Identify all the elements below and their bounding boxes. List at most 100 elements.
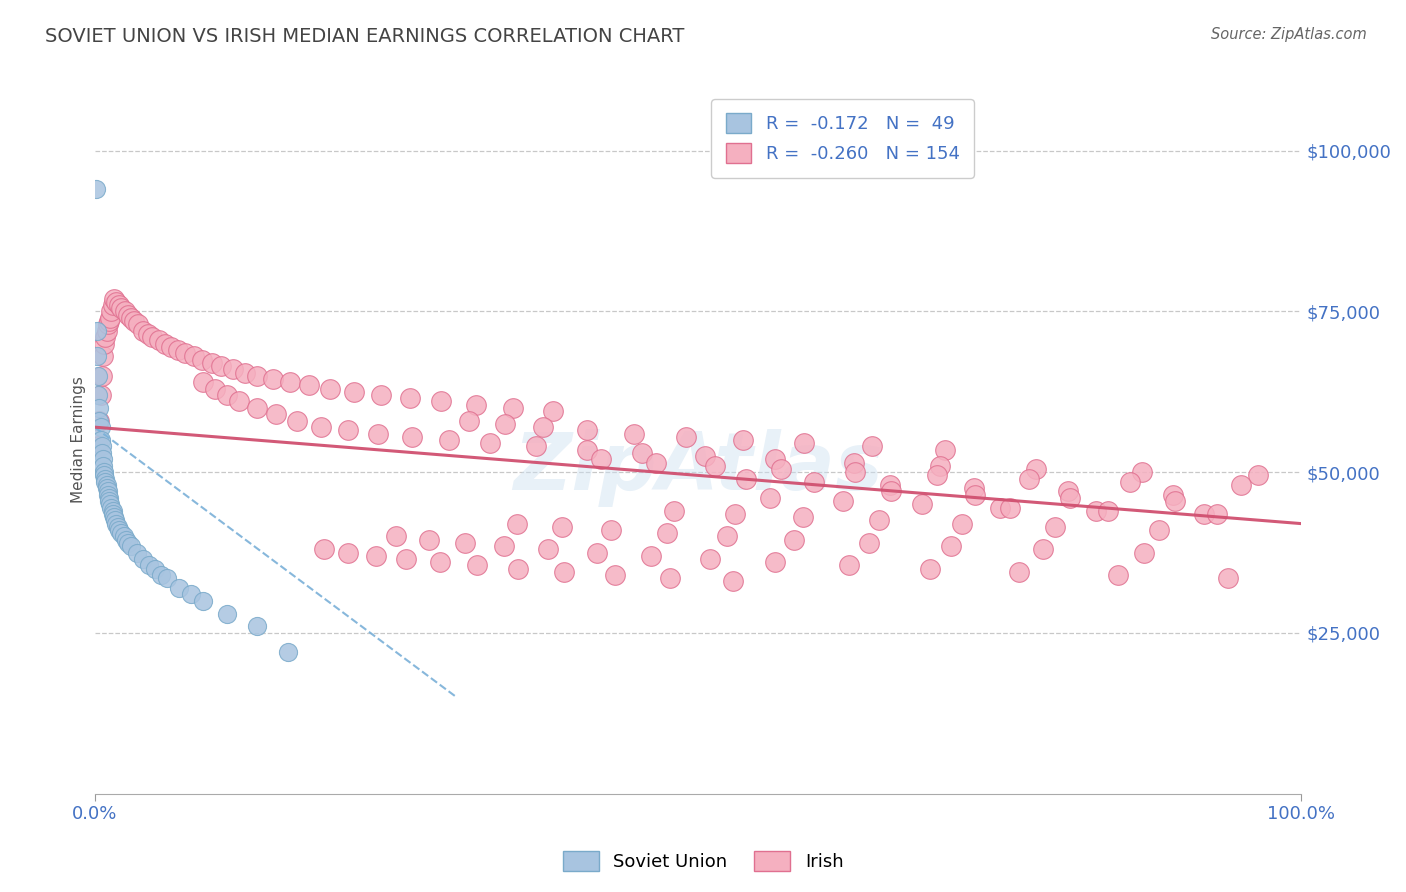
Point bbox=[201, 356, 224, 370]
Point bbox=[166, 343, 188, 357]
Point bbox=[103, 292, 125, 306]
Point bbox=[454, 536, 477, 550]
Point bbox=[1247, 468, 1270, 483]
Point bbox=[110, 526, 132, 541]
Point bbox=[183, 350, 205, 364]
Point bbox=[553, 565, 575, 579]
Point bbox=[138, 558, 160, 573]
Point bbox=[508, 561, 530, 575]
Point bbox=[418, 533, 440, 547]
Point bbox=[86, 324, 108, 338]
Point bbox=[264, 407, 287, 421]
Point bbox=[143, 561, 166, 575]
Point bbox=[541, 404, 564, 418]
Point bbox=[98, 494, 121, 508]
Point bbox=[124, 314, 146, 328]
Point bbox=[285, 414, 308, 428]
Point bbox=[1133, 545, 1156, 559]
Point bbox=[879, 478, 901, 492]
Point bbox=[591, 452, 613, 467]
Point bbox=[1130, 465, 1153, 479]
Point bbox=[98, 497, 121, 511]
Point bbox=[803, 475, 825, 489]
Point bbox=[880, 484, 903, 499]
Point bbox=[277, 645, 299, 659]
Point bbox=[87, 368, 110, 383]
Point bbox=[941, 539, 963, 553]
Point bbox=[90, 420, 112, 434]
Point bbox=[631, 446, 654, 460]
Point bbox=[860, 440, 883, 454]
Point bbox=[575, 423, 598, 437]
Point bbox=[98, 491, 121, 505]
Point bbox=[110, 301, 132, 316]
Point bbox=[858, 536, 880, 550]
Point bbox=[844, 465, 866, 479]
Point bbox=[87, 388, 110, 402]
Point bbox=[524, 440, 547, 454]
Point bbox=[262, 372, 284, 386]
Point bbox=[97, 318, 120, 332]
Point bbox=[585, 545, 607, 559]
Point bbox=[675, 430, 697, 444]
Point bbox=[918, 561, 941, 575]
Point bbox=[101, 507, 124, 521]
Point bbox=[191, 352, 214, 367]
Point bbox=[398, 391, 420, 405]
Point bbox=[838, 558, 860, 573]
Point bbox=[464, 398, 486, 412]
Point bbox=[929, 458, 952, 473]
Point bbox=[104, 513, 127, 527]
Point bbox=[100, 500, 122, 515]
Point bbox=[235, 366, 257, 380]
Point bbox=[90, 446, 112, 460]
Point bbox=[439, 433, 461, 447]
Point bbox=[1032, 542, 1054, 557]
Point bbox=[934, 442, 956, 457]
Point bbox=[97, 484, 120, 499]
Point bbox=[132, 552, 155, 566]
Point bbox=[96, 324, 118, 338]
Point bbox=[457, 414, 479, 428]
Point bbox=[759, 491, 782, 505]
Point bbox=[91, 458, 114, 473]
Point bbox=[364, 549, 387, 563]
Point bbox=[91, 452, 114, 467]
Point bbox=[600, 523, 623, 537]
Point bbox=[84, 182, 107, 196]
Point bbox=[107, 520, 129, 534]
Point bbox=[1008, 565, 1031, 579]
Point bbox=[662, 504, 685, 518]
Point bbox=[1147, 523, 1170, 537]
Point bbox=[1163, 494, 1185, 508]
Point bbox=[153, 336, 176, 351]
Point bbox=[699, 552, 721, 566]
Point bbox=[395, 552, 418, 566]
Point bbox=[988, 500, 1011, 515]
Point bbox=[429, 555, 451, 569]
Text: ZipAtlas: ZipAtlas bbox=[513, 429, 883, 508]
Point bbox=[735, 472, 758, 486]
Point bbox=[385, 529, 408, 543]
Point bbox=[644, 456, 666, 470]
Point bbox=[136, 326, 159, 341]
Point bbox=[695, 449, 717, 463]
Point bbox=[911, 497, 934, 511]
Point bbox=[94, 472, 117, 486]
Point bbox=[132, 324, 155, 338]
Point bbox=[1216, 571, 1239, 585]
Point bbox=[430, 394, 453, 409]
Point bbox=[965, 488, 987, 502]
Point bbox=[101, 504, 124, 518]
Point bbox=[659, 571, 682, 585]
Point bbox=[716, 529, 738, 543]
Point bbox=[763, 452, 786, 467]
Point bbox=[336, 423, 359, 437]
Point bbox=[336, 545, 359, 559]
Point bbox=[792, 510, 814, 524]
Point bbox=[925, 468, 948, 483]
Point bbox=[1163, 488, 1185, 502]
Point bbox=[831, 494, 853, 508]
Point bbox=[96, 478, 118, 492]
Point bbox=[492, 539, 515, 553]
